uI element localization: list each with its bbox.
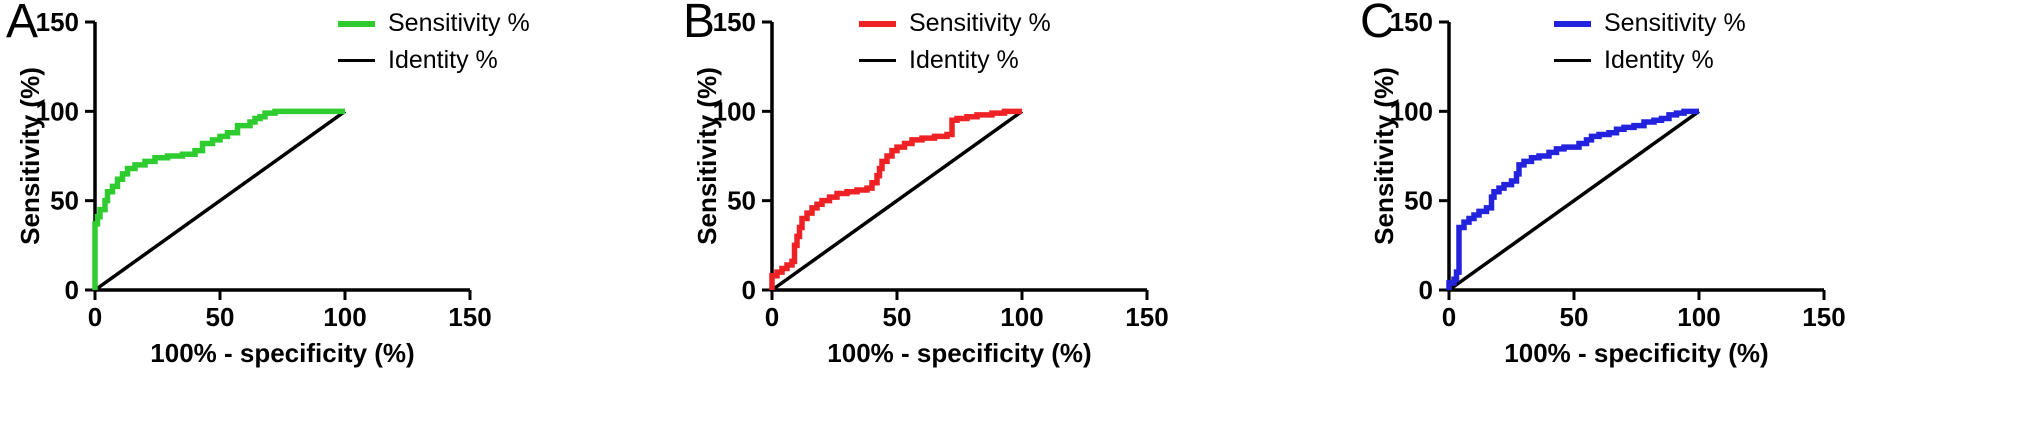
svg-text:0: 0 xyxy=(1419,275,1433,305)
svg-text:0: 0 xyxy=(88,302,102,332)
legend-label-sensitivity: Sensitivity % xyxy=(1604,9,1746,37)
legend-item-sensitivity: Sensitivity % xyxy=(1554,9,1746,37)
svg-text:50: 50 xyxy=(727,186,756,216)
svg-text:100: 100 xyxy=(36,96,79,126)
svg-text:100: 100 xyxy=(1390,96,1433,126)
svg-text:50: 50 xyxy=(1560,302,1589,332)
panel-c: C Sensitivity (%) 0 50 100 150 0 50 100 150 100… xyxy=(1354,0,2031,445)
svg-text:150: 150 xyxy=(713,7,756,37)
svg-text:0: 0 xyxy=(742,275,756,305)
panel-a-label: A xyxy=(6,0,39,48)
identity-line-swatch xyxy=(338,59,375,62)
svg-text:100: 100 xyxy=(1000,302,1043,332)
legend: Sensitivity % Identity % xyxy=(1554,9,1746,74)
svg-text:150: 150 xyxy=(1390,7,1433,37)
legend-label-sensitivity: Sensitivity % xyxy=(909,9,1051,37)
svg-text:50: 50 xyxy=(50,186,79,216)
svg-text:0: 0 xyxy=(765,302,779,332)
sensitivity-line-swatch xyxy=(1554,20,1591,27)
roc-plot-c: 0 50 100 150 0 50 100 150 xyxy=(1390,7,1846,332)
svg-text:0: 0 xyxy=(1442,302,1456,332)
svg-text:150: 150 xyxy=(1125,302,1168,332)
svg-text:150: 150 xyxy=(36,7,79,37)
legend-label-sensitivity: Sensitivity % xyxy=(388,9,530,37)
sensitivity-line-swatch xyxy=(859,20,896,27)
legend-item-sensitivity: Sensitivity % xyxy=(859,9,1051,37)
svg-text:100: 100 xyxy=(323,302,366,332)
legend-item-sensitivity: Sensitivity % xyxy=(338,9,530,37)
x-axis-label: 100% - specificity (%) xyxy=(827,338,1092,368)
panel-a: A Sensitivity (%) 0 50 100 150 0 50 100 150 100… xyxy=(0,0,677,445)
svg-text:50: 50 xyxy=(206,302,235,332)
panel-b-label: B xyxy=(683,0,716,48)
svg-text:50: 50 xyxy=(883,302,912,332)
identity-line-swatch xyxy=(859,59,896,62)
legend: Sensitivity % Identity % xyxy=(859,9,1051,74)
svg-text:150: 150 xyxy=(1802,302,1845,332)
svg-text:0: 0 xyxy=(65,275,79,305)
legend-label-identity: Identity % xyxy=(909,46,1019,74)
panel-c-label: C xyxy=(1360,0,1395,48)
legend: Sensitivity % Identity % xyxy=(338,9,530,74)
legend-label-identity: Identity % xyxy=(388,46,498,74)
roc-plot-a: 0 50 100 150 0 50 100 150 xyxy=(36,7,492,332)
svg-text:150: 150 xyxy=(448,302,491,332)
legend-label-identity: Identity % xyxy=(1604,46,1714,74)
x-axis-label: 100% - specificity (%) xyxy=(150,338,415,368)
sensitivity-line-swatch xyxy=(338,20,375,27)
legend-item-identity: Identity % xyxy=(859,46,1051,74)
svg-text:100: 100 xyxy=(1677,302,1720,332)
svg-text:100: 100 xyxy=(713,96,756,126)
legend-item-identity: Identity % xyxy=(338,46,530,74)
identity-line-swatch xyxy=(1554,59,1591,62)
panel-b: B Sensitivity (%) 0 50 100 150 0 50 100 150 100… xyxy=(677,0,1354,445)
roc-plot-b: 0 50 100 150 0 50 100 150 xyxy=(713,7,1169,332)
x-axis-label: 100% - specificity (%) xyxy=(1504,338,1769,368)
svg-text:50: 50 xyxy=(1404,186,1433,216)
legend-item-identity: Identity % xyxy=(1554,46,1746,74)
